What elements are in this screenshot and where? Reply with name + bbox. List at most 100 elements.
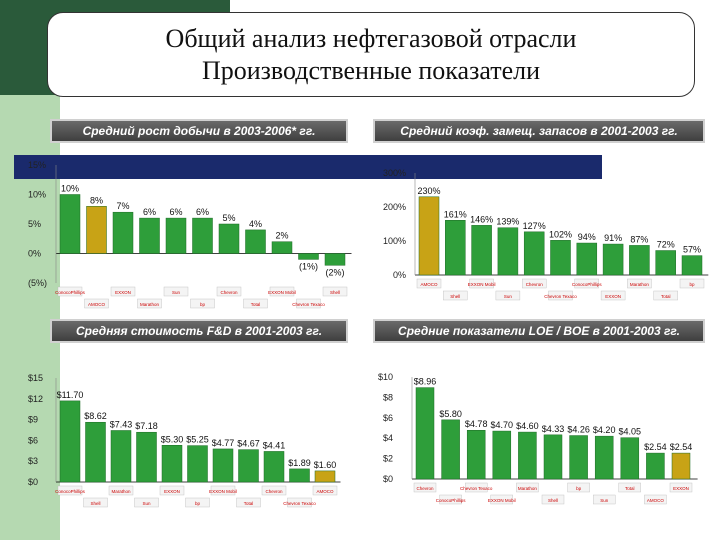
data-label: 139% [496, 217, 519, 227]
bar [324, 253, 346, 266]
bar [112, 211, 134, 254]
data-label: $4.70 [491, 420, 514, 430]
company-logo-text: Sun [172, 290, 181, 295]
bar [445, 220, 466, 276]
company-logo-text: Shell [330, 290, 340, 295]
company-logo: Shell [443, 290, 468, 301]
bar [594, 435, 614, 480]
company-logo: ConocoPhillips [55, 485, 86, 496]
data-label: 7% [116, 201, 129, 211]
data-label: 102% [549, 229, 572, 239]
data-label: (1%) [299, 261, 318, 271]
company-logo: Sun [134, 497, 159, 508]
company-logo: Chevron [216, 286, 242, 297]
company-logo-text: Total [661, 294, 671, 299]
company-logo-text: Sun [600, 498, 609, 503]
company-logo-text: ConocoPhillips [55, 489, 86, 494]
company-logo-frame [548, 290, 573, 301]
company-logo: Total [653, 290, 678, 301]
company-logo-text: bp [576, 486, 582, 491]
bar [245, 229, 266, 254]
company-logo-text: Chevron Texaco [292, 302, 325, 307]
company-logo-text: Sun [142, 501, 151, 506]
company-logo: EXXON [669, 482, 693, 493]
bar [620, 437, 640, 480]
bar [518, 431, 537, 480]
data-label: 6% [169, 207, 182, 217]
company-logo: EXXON Mobil [468, 278, 495, 289]
data-label: 10% [61, 184, 79, 194]
data-label: $4.41 [263, 440, 286, 450]
y-tick-label: $2 [383, 454, 393, 464]
page-subtitle: Производственные показатели [201, 56, 541, 85]
company-logo-text: Marathon [630, 282, 650, 287]
company-logo-frame [210, 485, 236, 496]
data-label: 2% [275, 231, 288, 241]
bar [523, 231, 545, 276]
company-logo-frame [216, 286, 242, 297]
bar [655, 250, 676, 276]
company-logo: Chevron [413, 482, 437, 493]
company-logo-frame [644, 494, 667, 505]
chart-title-reserve-replacement: Средний коэф. замещ. запасов в 2001-2003… [373, 119, 705, 143]
company-logo: Marathon [137, 298, 162, 309]
y-tick-label: $0 [383, 474, 393, 484]
bar [271, 241, 293, 254]
company-logo-frame [84, 298, 109, 309]
data-label: (2%) [325, 267, 344, 277]
company-logo: bp [190, 298, 215, 309]
bar [497, 227, 519, 276]
company-logo: Chevron Texaco [544, 290, 577, 301]
bar [85, 421, 106, 483]
company-logo: Sun [593, 494, 616, 505]
y-tick-label: 0% [28, 249, 41, 259]
bar [212, 448, 234, 483]
company-logo-text: Sun [504, 294, 513, 299]
bar [576, 242, 598, 276]
bar [415, 387, 435, 480]
company-logo: Sun [495, 290, 521, 301]
company-logo-frame [490, 494, 513, 505]
data-label: 87% [630, 234, 648, 244]
company-logo-frame [243, 298, 268, 309]
company-logo-frame [416, 278, 442, 289]
company-logo-frame [312, 485, 338, 496]
bar [314, 470, 336, 483]
company-logo-frame [134, 497, 159, 508]
company-logo-text: AMOCO [316, 489, 334, 494]
company-logo-frame [236, 497, 261, 508]
company-logo: EXXON [110, 286, 136, 297]
y-tick-label: 15% [28, 160, 46, 170]
data-label: 94% [578, 232, 596, 242]
company-logo: Total [618, 482, 641, 493]
data-label: $8.62 [84, 411, 107, 421]
company-logo-frame [653, 290, 678, 301]
company-logo-text: Total [244, 501, 254, 506]
company-logo: Chevron [522, 278, 547, 289]
bar [187, 445, 208, 483]
y-tick-label: $0 [28, 477, 38, 487]
company-logo-frame [261, 485, 287, 496]
y-tick-label: $6 [28, 435, 38, 445]
company-logo-frame [83, 497, 108, 508]
data-label: $5.80 [439, 409, 462, 419]
data-label: $5.30 [161, 434, 184, 444]
company-logo: AMOCO [644, 494, 667, 505]
company-logo: Marathon [516, 482, 539, 493]
company-logo-frame [439, 494, 462, 505]
company-logo-frame [669, 482, 693, 493]
bar [59, 400, 81, 483]
company-logo-text: ConocoPhillips [55, 290, 86, 295]
bar [492, 430, 512, 480]
bar [165, 217, 187, 254]
company-logo-text: Marathon [518, 486, 538, 491]
data-label: $5.25 [186, 435, 209, 445]
data-label: 161% [444, 209, 467, 219]
company-logo-text: Chevron Texaco [544, 294, 577, 299]
company-logo: EXXON [159, 485, 185, 496]
company-logo-frame [465, 482, 488, 493]
company-logo-frame [574, 278, 599, 289]
data-label: $1.60 [314, 460, 337, 470]
data-label: $4.60 [516, 421, 539, 431]
